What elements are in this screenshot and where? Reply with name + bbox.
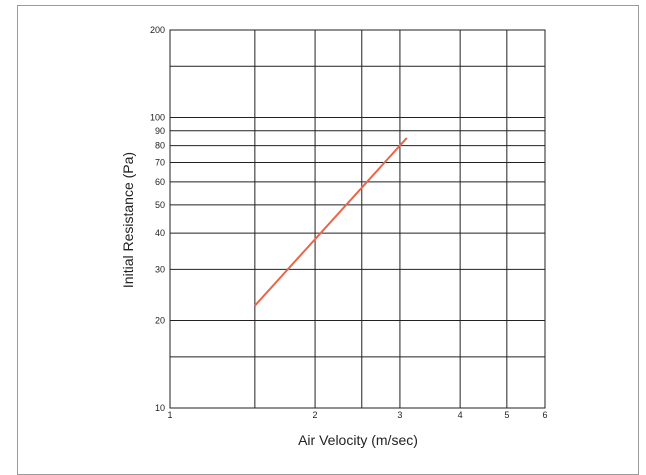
x-tick-label-4: 5 (504, 410, 509, 420)
y-tick-label-6: 70 (155, 157, 165, 167)
grid (169, 29, 546, 409)
x-tick-label-3: 4 (458, 410, 463, 420)
plot-border (169, 29, 546, 409)
series-line-0 (254, 137, 408, 307)
y-tick-label-1: 20 (155, 316, 165, 326)
chart: 1 2 3 4 5 6 10 20 30 40 50 60 70 80 90 100 200 Air Veloc… (120, 25, 548, 448)
y-tick-label-10: 200 (150, 25, 165, 35)
tick-labels: 1 2 3 4 5 6 10 20 30 40 50 60 70 80 90 100 200 (150, 25, 548, 420)
y-tick-label-9: 100 (150, 112, 165, 122)
y-tick-label-3: 40 (155, 228, 165, 238)
chart-frame (17, 5, 639, 475)
x-tick-label-1: 2 (313, 410, 318, 420)
y-tick-label-8: 90 (155, 126, 165, 136)
x-tick-label-5: 6 (542, 410, 547, 420)
y-tick-label-0: 10 (155, 403, 165, 413)
y-axis-label: Initial Resistance (Pa) (120, 152, 136, 288)
y-tick-label-4: 50 (155, 200, 165, 210)
series-lines (254, 137, 408, 307)
x-axis-label: Air Velocity (m/sec) (298, 432, 418, 448)
y-tick-label-7: 80 (155, 141, 165, 151)
x-tick-label-2: 3 (397, 410, 402, 420)
x-tick-label-0: 1 (167, 410, 172, 420)
y-tick-label-5: 60 (155, 177, 165, 187)
y-tick-label-2: 30 (155, 264, 165, 274)
